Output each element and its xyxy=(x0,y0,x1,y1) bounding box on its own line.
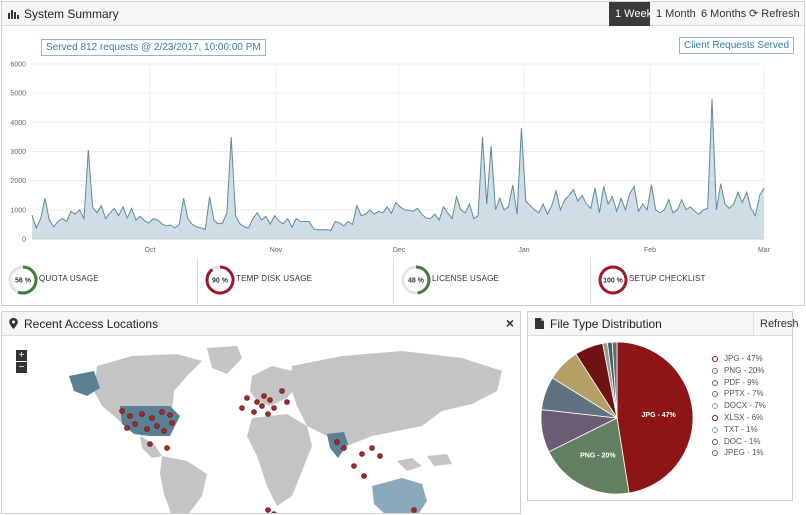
gauge-value: 90 % xyxy=(212,278,229,285)
gauge-arc xyxy=(415,265,431,295)
y-tick-label: 4000 xyxy=(10,120,26,127)
requests-area-chart: 0 1000 2000 3000 4000 5000 6000 Oct Nov Dec Jan Feb… xyxy=(10,62,771,255)
file-type-refresh-button[interactable]: Refresh xyxy=(753,312,799,336)
legend-label: JPEG - 1% xyxy=(724,448,764,458)
summary-refresh-button[interactable]: ⟳ Refresh xyxy=(743,2,805,26)
x-tick-label: Mar xyxy=(758,247,771,254)
bar-chart-icon xyxy=(8,10,19,19)
quota-usage-gauge: 56 % xyxy=(8,265,38,295)
legend-dot-icon xyxy=(712,356,718,362)
summary-refresh-label: Refresh xyxy=(761,8,800,20)
range-1-month-button[interactable]: 1 Month xyxy=(656,8,696,20)
recent-access-title: Recent Access Locations xyxy=(24,317,159,331)
legend-dot-icon xyxy=(712,391,718,398)
recent-access-header: Recent Access Locations × xyxy=(2,312,520,336)
stat-label: SETUP CHECKLIST xyxy=(629,274,706,283)
legend-dot-icon xyxy=(712,438,718,445)
legend-item-docx[interactable]: DOCX - 7% xyxy=(712,401,766,413)
file-icon xyxy=(535,318,544,329)
legend-item-pptx[interactable]: PPTX - 7% xyxy=(712,389,766,401)
legend-label: PNG - 20% xyxy=(724,365,765,375)
legend-item-jpeg[interactable]: JPEG - 1% xyxy=(712,448,766,460)
recent-access-panel: Recent Access Locations × xyxy=(1,311,521,514)
system-summary-panel: System Summary 1 Week 1 Month 6 Months ⟳… xyxy=(1,1,805,306)
legend-item-doc[interactable]: DOC - 1% xyxy=(712,437,766,449)
legend-label: PPTX - 7% xyxy=(724,389,764,399)
range-6-months-button[interactable]: 6 Months xyxy=(701,8,747,20)
legend-item-txt[interactable]: TXT - 1% xyxy=(712,425,766,437)
map-zoom-out-button[interactable]: − xyxy=(16,362,27,373)
pie-slice-jpeg[interactable] xyxy=(611,341,618,419)
x-tick-label: Jan xyxy=(518,247,529,254)
legend-dot-icon xyxy=(712,403,718,410)
pie-slice-label: JPG - 47% xyxy=(642,412,677,419)
stat-temp-disk-usage[interactable]: 90 % TEMP DISK USAGE xyxy=(198,258,394,304)
stat-license-usage[interactable]: 48 % LICENSE USAGE xyxy=(394,258,591,304)
legend-label: JPG - 47% xyxy=(724,354,763,363)
temp-disk-usage-gauge: 90 % xyxy=(205,265,235,295)
legend-item-jpg[interactable]: JPG - 47% xyxy=(712,354,766,366)
legend-label: PDF - 9% xyxy=(724,377,759,387)
gauge-value: 48 % xyxy=(408,278,425,285)
legend-label: XLSX - 6% xyxy=(724,412,764,422)
gauge-arc xyxy=(598,265,628,295)
series-line xyxy=(31,98,765,231)
y-tick-label: 6000 xyxy=(10,62,26,69)
legend-item-xlsx[interactable]: XLSX - 6% xyxy=(712,413,766,425)
x-tick-label: Nov xyxy=(270,247,283,254)
y-tick-label: 5000 xyxy=(10,91,26,98)
gauge-arc xyxy=(205,265,235,295)
stat-label: TEMP DISK USAGE xyxy=(236,274,313,283)
legend-dot-icon xyxy=(712,426,718,433)
file-type-legend: JPG - 47% PNG - 20% PDF - 9% PPTX - 7% DOCX … xyxy=(712,354,766,460)
x-tick-label: Oct xyxy=(145,247,156,254)
file-type-header: File Type Distribution Refresh xyxy=(528,312,799,336)
stat-label: QUOTA USAGE xyxy=(39,274,99,283)
pie-slice-jpg[interactable] xyxy=(616,341,694,494)
map-zoom-in-button[interactable]: + xyxy=(16,350,27,361)
range-1-week-button[interactable]: 1 Week xyxy=(609,2,652,26)
x-tick-label: Feb xyxy=(644,247,656,254)
legend-dot-icon xyxy=(712,367,718,374)
stat-setup-checklist[interactable]: 100 % SETUP CHECKLIST xyxy=(591,258,805,304)
legend-label: DOCX - 7% xyxy=(724,401,766,411)
client-requests-legend-button[interactable]: Client Requests Served xyxy=(679,37,795,54)
setup-checklist-gauge: 100 % xyxy=(598,265,628,295)
legend-label: DOC - 1% xyxy=(724,436,761,446)
pie-slice-label: PNG - 20% xyxy=(580,453,616,460)
y-tick-label: 1000 xyxy=(10,207,26,214)
world-map xyxy=(69,346,502,513)
legend-label: TXT - 1% xyxy=(724,424,758,434)
legend-item-pdf[interactable]: PDF - 9% xyxy=(712,378,766,390)
y-tick-label: 3000 xyxy=(10,149,26,156)
y-tick-label: 0 xyxy=(22,237,26,244)
gauge-value: 56 % xyxy=(15,278,32,285)
stat-label: LICENSE USAGE xyxy=(432,274,500,283)
system-summary-title: System Summary xyxy=(24,7,119,21)
system-summary-header: System Summary 1 Week 1 Month 6 Months ⟳… xyxy=(2,2,804,26)
gauge-arc xyxy=(17,265,38,295)
y-tick-label: 2000 xyxy=(10,178,26,185)
legend-dot-icon xyxy=(712,450,718,457)
chart-tooltip: Served 812 requests @ 2/23/2017, 10:00:0… xyxy=(41,39,266,56)
pie-slice-png[interactable] xyxy=(548,417,630,495)
x-tick-label: Dec xyxy=(393,247,406,254)
stat-quota-usage[interactable]: 56 % QUOTA USAGE xyxy=(1,258,198,304)
file-type-pie-chart: JPG - 47% PNG - 20% xyxy=(540,341,694,495)
refresh-icon: ⟳ xyxy=(749,8,759,20)
map-marker-icon xyxy=(9,318,18,329)
close-icon[interactable]: × xyxy=(505,315,514,331)
legend-dot-icon xyxy=(712,379,718,386)
gauge-value: 100 % xyxy=(603,278,624,285)
legend-dot-icon xyxy=(712,414,718,421)
license-usage-gauge: 48 % xyxy=(401,265,431,295)
legend-item-png[interactable]: PNG - 20% xyxy=(712,366,766,378)
series-area xyxy=(32,99,764,239)
file-type-title: File Type Distribution xyxy=(550,317,662,331)
